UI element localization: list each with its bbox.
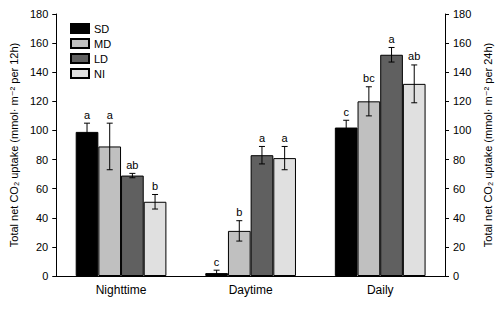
svg-text:a: a <box>84 109 91 121</box>
svg-text:140: 140 <box>30 66 48 78</box>
svg-text:120: 120 <box>30 95 48 107</box>
svg-text:NI: NI <box>94 68 105 80</box>
svg-text:0: 0 <box>42 270 48 282</box>
svg-text:a: a <box>259 132 266 144</box>
svg-text:Daytime: Daytime <box>229 283 273 297</box>
svg-text:c: c <box>214 256 220 268</box>
svg-text:80: 80 <box>36 154 48 166</box>
svg-text:20: 20 <box>36 241 48 253</box>
svg-text:160: 160 <box>453 37 471 49</box>
svg-text:bc: bc <box>363 72 375 84</box>
svg-text:c: c <box>343 106 349 118</box>
svg-text:40: 40 <box>453 212 465 224</box>
svg-text:100: 100 <box>453 124 471 136</box>
svg-text:a: a <box>107 109 114 121</box>
svg-text:100: 100 <box>30 124 48 136</box>
svg-text:20: 20 <box>453 241 465 253</box>
svg-text:180: 180 <box>30 8 48 20</box>
svg-text:0: 0 <box>453 270 459 282</box>
svg-text:Total net CO₂ uptake (mmol· m⁻: Total net CO₂ uptake (mmol· m⁻² per 24h) <box>482 43 494 247</box>
svg-text:LD: LD <box>94 53 108 65</box>
svg-text:140: 140 <box>453 66 471 78</box>
svg-text:40: 40 <box>36 212 48 224</box>
svg-text:Daily: Daily <box>367 283 394 297</box>
svg-text:120: 120 <box>453 95 471 107</box>
svg-text:a: a <box>282 132 289 144</box>
svg-text:180: 180 <box>453 8 471 20</box>
svg-text:b: b <box>152 180 158 192</box>
svg-text:b: b <box>236 206 242 218</box>
svg-text:ab: ab <box>408 50 420 62</box>
svg-text:160: 160 <box>30 37 48 49</box>
svg-text:Nighttime: Nighttime <box>96 283 147 297</box>
svg-text:ab: ab <box>126 159 138 171</box>
svg-text:Total net CO₂ uptake (mmol· m⁻: Total net CO₂ uptake (mmol· m⁻² per 12h) <box>8 43 20 247</box>
svg-text:60: 60 <box>453 183 465 195</box>
svg-text:80: 80 <box>453 154 465 166</box>
svg-text:60: 60 <box>36 183 48 195</box>
svg-text:a: a <box>388 33 395 45</box>
svg-text:SD: SD <box>94 23 109 35</box>
svg-text:MD: MD <box>94 38 111 50</box>
